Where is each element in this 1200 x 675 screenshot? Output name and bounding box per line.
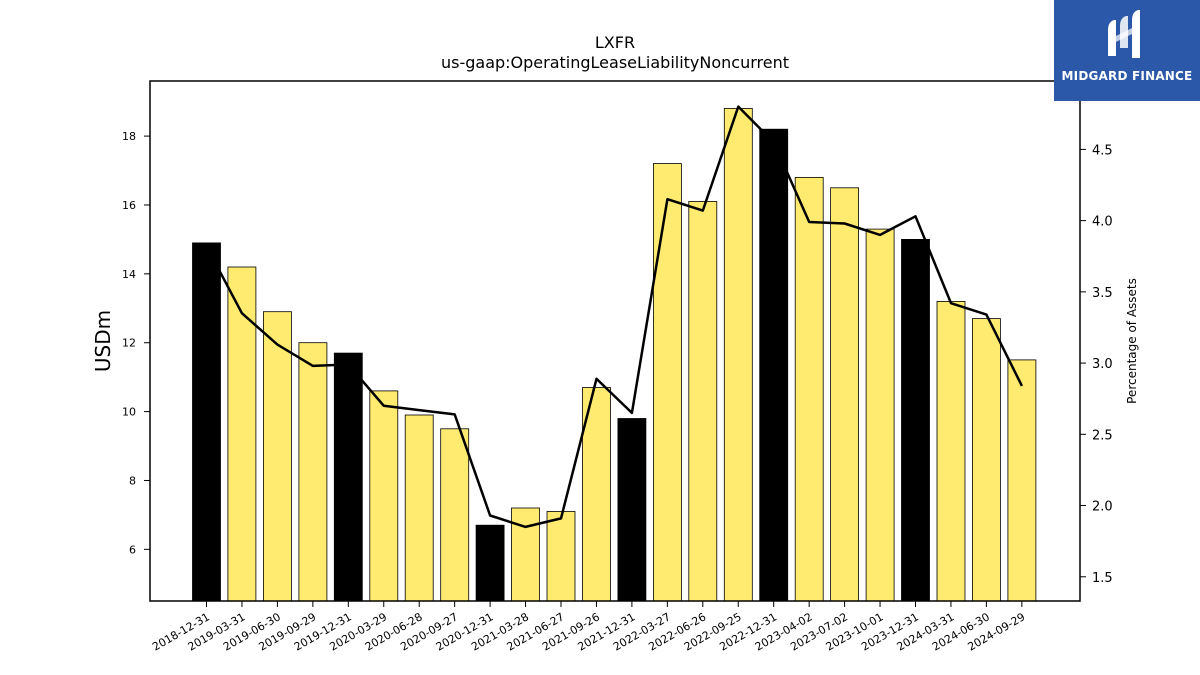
bar-2020-09-27 (440, 428, 470, 602)
bar-2021-12-31 (617, 418, 647, 602)
bar-2023-10-01 (865, 228, 895, 602)
y-left-tick-label: 14 (122, 268, 136, 281)
bar-2023-12-31 (901, 238, 930, 602)
brand-logo: MIDGARD FINANCE (1054, 0, 1200, 101)
percentage-of-assets-line (205, 105, 1024, 529)
y-left-tick-label: 16 (122, 199, 136, 212)
y-left-tick-label: 18 (122, 130, 136, 143)
chart-subtitle: us-gaap:OperatingLeaseLiabilityNoncurren… (441, 53, 789, 72)
x-axis: 2018-12-312019-03-312019-06-302019-09-29… (150, 601, 1027, 654)
y-axis-left: 6 8 10 12 14 16 18 (122, 130, 150, 556)
bar-2019-06-30 (262, 311, 292, 602)
bar-2018-12-31 (192, 242, 221, 602)
bars (192, 108, 1037, 602)
bar-2022-09-25 (723, 108, 753, 602)
y-left-tick-label: 6 (129, 543, 136, 556)
chart-title: LXFR (595, 33, 635, 52)
bar-2021-06-27 (546, 511, 576, 602)
bar-2023-07-02 (830, 187, 859, 602)
y-left-tick-label: 8 (129, 474, 136, 487)
y-right-tick-label: 2.0 (1092, 500, 1113, 515)
bar-2019-09-29 (298, 342, 328, 602)
bar-2020-06-28 (404, 414, 434, 602)
y-right-tick-label: 2.5 (1092, 428, 1113, 443)
y-axis-right-label: Percentage of Assets (1125, 278, 1139, 404)
y-right-tick-label: 4.0 (1092, 215, 1113, 230)
y-right-tick-label: 3.5 (1092, 286, 1113, 301)
y-right-tick-label: 3.0 (1092, 357, 1113, 372)
bar-2019-12-31 (333, 352, 363, 602)
bar-2021-03-28 (511, 507, 540, 602)
midgard-logo-icon (1108, 10, 1140, 58)
bar-2022-03-27 (653, 163, 682, 602)
bar-2022-12-31 (759, 128, 789, 602)
bar-2020-03-29 (369, 390, 399, 602)
y-right-tick-label: 1.5 (1092, 571, 1113, 586)
bar-2019-03-31 (227, 266, 257, 602)
y-axis-left-label: USDm (91, 310, 115, 372)
bar-2021-09-26 (582, 387, 611, 602)
bar-2024-06-30 (972, 318, 1001, 602)
y-axis-right: 1.5 2.0 2.5 3.0 3.5 4.0 4.5 (1080, 143, 1113, 586)
y-right-tick-label: 4.5 (1092, 143, 1113, 158)
y-left-tick-label: 12 (122, 337, 136, 350)
bar-2024-09-29 (1007, 359, 1037, 602)
line-series (205, 105, 1024, 529)
y-left-tick-label: 10 (122, 406, 136, 419)
brand-logo-text: MIDGARD FINANCE (1061, 69, 1193, 83)
bar-2023-04-02 (794, 176, 824, 602)
bar-2024-03-31 (936, 300, 966, 602)
bar-2020-12-31 (475, 524, 505, 602)
bar-2022-06-26 (688, 201, 718, 602)
plot-frame (149, 80, 1081, 602)
